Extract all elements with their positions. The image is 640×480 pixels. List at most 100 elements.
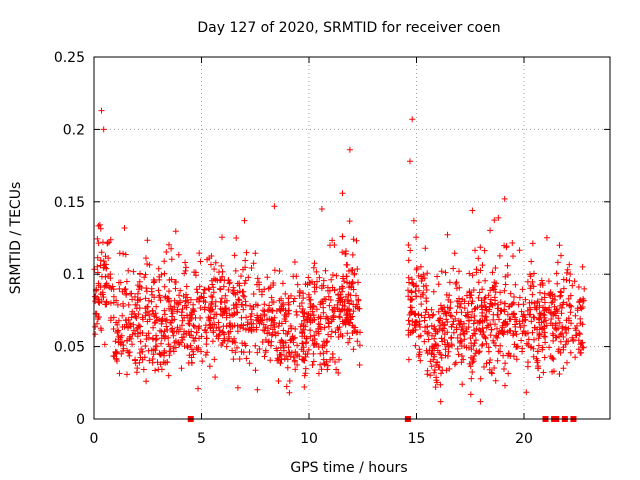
- data-point: [196, 283, 203, 290]
- data-point: [178, 365, 185, 372]
- data-point: [168, 319, 175, 326]
- data-point: [528, 318, 535, 325]
- data-point: [512, 281, 519, 288]
- data-point: [210, 315, 217, 322]
- data-point: [494, 357, 501, 364]
- data-point: [351, 271, 358, 278]
- data-point: [483, 317, 490, 324]
- data-point: [309, 308, 316, 315]
- data-point: [322, 296, 329, 303]
- data-point: [128, 311, 135, 318]
- data-point: [290, 298, 297, 305]
- data-point: [200, 290, 207, 297]
- data-point: [458, 309, 465, 316]
- data-point: [444, 304, 451, 311]
- data-point: [523, 340, 530, 347]
- data-point: [132, 293, 138, 300]
- data-point: [421, 275, 428, 282]
- data-point: [157, 297, 164, 304]
- data-point: [302, 281, 309, 288]
- data-point: [161, 311, 168, 318]
- data-point: [207, 321, 214, 328]
- data-point: [553, 334, 560, 341]
- data-point: [476, 319, 483, 326]
- data-point: [503, 243, 510, 250]
- data-point: [161, 258, 168, 265]
- data-point: [466, 270, 473, 277]
- data-point: [579, 304, 586, 310]
- data-point: [528, 258, 535, 265]
- data-point: [240, 292, 247, 299]
- data-point: [125, 324, 131, 331]
- data-point: [333, 366, 340, 373]
- data-point: [444, 231, 451, 238]
- data-point: [406, 321, 413, 328]
- data-point: [343, 261, 350, 268]
- data-point: [188, 354, 195, 361]
- data-point: [321, 342, 328, 349]
- data-point: [553, 270, 560, 277]
- data-point: [510, 253, 516, 260]
- data-point: [542, 339, 549, 346]
- data-point: [550, 337, 557, 344]
- data-point: [157, 361, 164, 368]
- data-point: [417, 324, 423, 330]
- data-point: [549, 291, 556, 298]
- data-point: [291, 334, 298, 341]
- data-point: [106, 239, 113, 246]
- data-point: [300, 326, 307, 333]
- data-point: [343, 312, 350, 319]
- data-point: [560, 334, 567, 340]
- data-point: [550, 356, 557, 363]
- data-point: [271, 267, 278, 274]
- data-point: [512, 328, 519, 335]
- data-point: [191, 338, 198, 344]
- data-point: [102, 253, 109, 260]
- data-point: [320, 304, 327, 311]
- data-point: [115, 327, 122, 334]
- data-point: [578, 349, 585, 356]
- data-point: [408, 288, 415, 295]
- data-point: [117, 279, 124, 286]
- data-point: [300, 348, 307, 355]
- data-point: [560, 365, 567, 372]
- data-point: [254, 312, 261, 319]
- data-point: [241, 340, 248, 347]
- data-point: [217, 311, 224, 318]
- data-point: [432, 384, 439, 391]
- data-point: [174, 308, 181, 315]
- data-point: [560, 285, 567, 292]
- data-point: [268, 322, 274, 329]
- data-point: [166, 297, 172, 304]
- data-point: [114, 328, 121, 335]
- data-point: [576, 299, 583, 306]
- data-point: [276, 351, 283, 358]
- data-point: [433, 377, 440, 384]
- data-point: [529, 240, 536, 247]
- data-point: [259, 339, 266, 345]
- data-point: [553, 306, 560, 313]
- data-point: [194, 289, 201, 296]
- data-point: [238, 273, 244, 280]
- data-point: [500, 352, 507, 359]
- data-point: [285, 310, 292, 317]
- data-point: [464, 309, 471, 316]
- data-point: [114, 358, 120, 364]
- data-point: [475, 255, 482, 262]
- data-point: [158, 340, 164, 347]
- data-point: [116, 250, 123, 257]
- data-point: [486, 359, 493, 366]
- data-point: [305, 274, 312, 281]
- data-point: [421, 338, 428, 345]
- data-point: [134, 324, 141, 331]
- data-point: [193, 286, 200, 293]
- data-point: [342, 319, 349, 326]
- data-point: [188, 359, 195, 366]
- data-point: [307, 333, 314, 340]
- data-point: [512, 321, 518, 328]
- data-point: [513, 356, 520, 363]
- data-point: [173, 279, 179, 285]
- data-point: [476, 289, 483, 296]
- data-point: [172, 338, 179, 344]
- data-point: [110, 326, 117, 332]
